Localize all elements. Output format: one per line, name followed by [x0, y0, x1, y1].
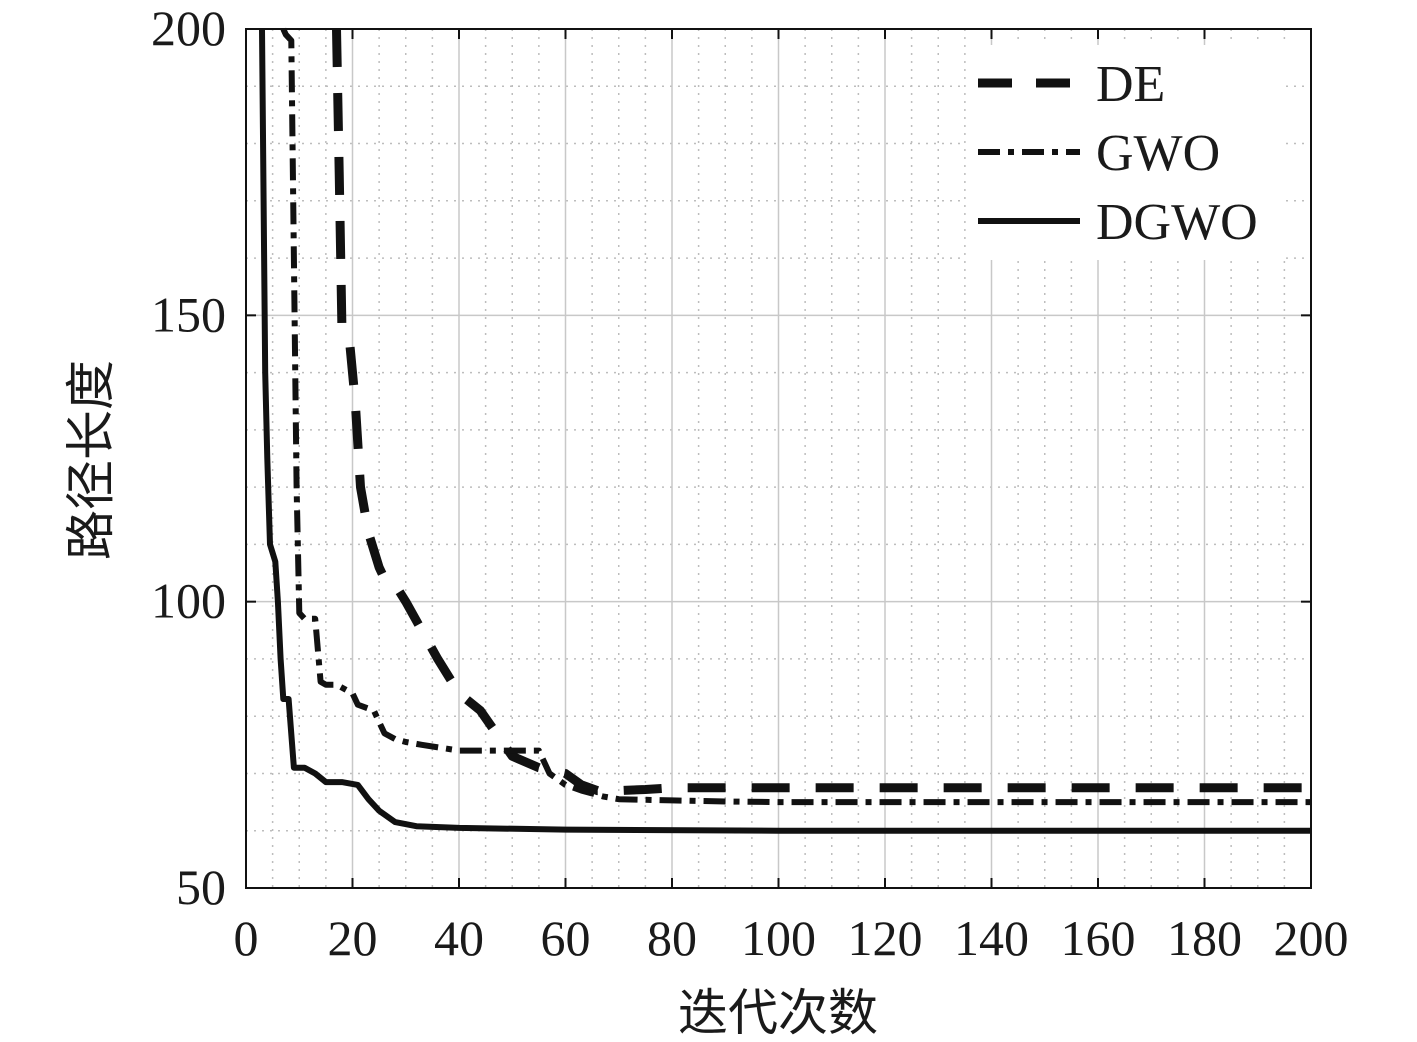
y-axis-label: 路径长度	[62, 360, 120, 560]
series-line-gwo	[280, 27, 1311, 806]
x-tick-label: 160	[1061, 910, 1136, 966]
x-tick-label: 100	[741, 910, 816, 966]
y-tick-label: 150	[151, 286, 226, 342]
legend-label-dgwo: DGWO	[1096, 194, 1258, 251]
x-axis-label: 迭代次数	[678, 984, 878, 1042]
legend-label-de: DE	[1096, 56, 1165, 113]
x-tick-label: 180	[1167, 910, 1242, 966]
x-tick-label: 200	[1274, 910, 1349, 966]
x-tick-label: 20	[328, 910, 378, 966]
x-tick-label: 40	[434, 910, 484, 966]
series-line-dgwo	[259, 28, 1311, 834]
series-layer	[259, 27, 1311, 834]
legend: DE GWO DGWO	[966, 45, 1286, 260]
legend-label-gwo: GWO	[1096, 125, 1220, 182]
minor-grid	[246, 29, 1311, 888]
series-line-de	[332, 28, 1311, 796]
x-tick-labels: 0 20 40 60 80 100 120 140 160 180 200	[234, 910, 1349, 966]
axis-ticks	[245, 28, 1312, 889]
x-tick-label: 140	[954, 910, 1029, 966]
y-tick-labels: 50 100 150 200	[151, 0, 226, 915]
x-tick-label: 80	[647, 910, 697, 966]
x-tick-label: 0	[234, 910, 259, 966]
y-tick-label: 50	[176, 859, 226, 915]
y-tick-label: 200	[151, 0, 226, 56]
y-tick-label: 100	[151, 573, 226, 629]
legend-background	[966, 45, 1286, 260]
x-tick-label: 120	[848, 910, 923, 966]
x-tick-label: 60	[541, 910, 591, 966]
